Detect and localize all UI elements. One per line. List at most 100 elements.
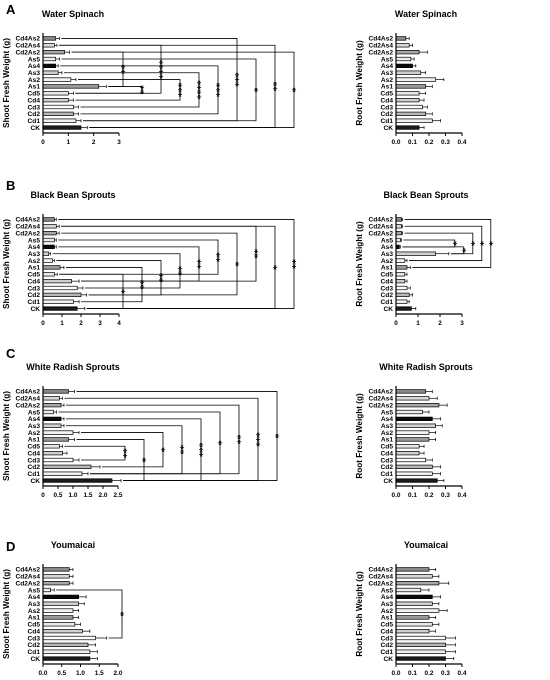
bar	[42, 423, 62, 428]
x-tick-label: 2	[438, 320, 442, 327]
significance-label: *	[218, 440, 228, 445]
significance-label: *	[461, 248, 471, 253]
bar	[395, 98, 420, 103]
bar	[395, 594, 433, 599]
category-label: As3	[381, 423, 393, 430]
category-label: Cd3	[28, 457, 41, 464]
x-tick-label: 0.2	[425, 139, 434, 146]
significance-label: *	[479, 241, 489, 246]
bar	[42, 251, 50, 256]
significance-bracket	[75, 79, 181, 101]
bar	[395, 615, 430, 620]
bar	[395, 581, 440, 586]
bar	[42, 574, 70, 579]
category-label: As4	[28, 416, 40, 423]
category-label: As1	[381, 265, 393, 272]
significance-bracket	[56, 589, 123, 639]
category-label: Cd4As2	[15, 36, 40, 43]
bar	[42, 409, 54, 415]
x-tick-label: 0.4	[458, 670, 467, 677]
chart-title: Youmaicai	[51, 540, 95, 550]
significance-bracket	[404, 219, 492, 268]
category-label: Cd4As2	[368, 36, 393, 43]
category-label: Cd2As2	[15, 49, 40, 56]
category-label: Cd4	[381, 97, 394, 104]
chart-title: Water Spinach	[395, 9, 457, 19]
category-label: Cd4	[381, 278, 394, 285]
category-label: Cd4	[28, 278, 41, 285]
significance-bracket	[71, 51, 124, 87]
category-label: Cd2	[381, 642, 394, 649]
category-label: Cd2As2	[15, 402, 40, 409]
x-tick-label: 1.0	[69, 492, 78, 499]
significance-label: *	[292, 87, 302, 92]
category-label: As4	[381, 63, 393, 70]
bar	[42, 581, 70, 586]
category-label: As1	[381, 437, 393, 444]
category-label: Cd2As4	[15, 574, 40, 581]
category-label: As3	[28, 70, 40, 77]
bar	[42, 478, 113, 483]
category-label: As4	[28, 63, 40, 70]
category-label: Cd5	[381, 444, 394, 451]
x-tick-label: 1	[416, 320, 420, 327]
bar	[395, 389, 427, 394]
category-label: Cd2As4	[368, 224, 393, 231]
category-label: Cd4As2	[15, 217, 40, 224]
bar	[395, 36, 407, 41]
category-label: Cd4	[28, 628, 41, 635]
category-label: As3	[381, 601, 393, 608]
category-label: As2	[28, 77, 40, 84]
category-label: Cd4	[28, 97, 41, 104]
bar	[42, 306, 78, 311]
bar	[42, 50, 65, 55]
y-axis-label: Shoot Fresh Weight (g)	[2, 38, 11, 128]
chart-B-right: Black Bean Sprouts Root Fresh Weight (g) C…	[355, 190, 498, 327]
significance-label: *	[254, 87, 264, 92]
category-label: Cd3	[28, 285, 41, 292]
bar	[395, 423, 436, 428]
category-label: CK	[383, 478, 393, 485]
category-label: Cd5	[381, 622, 394, 629]
category-label: CK	[30, 306, 40, 313]
category-label: As1	[28, 84, 40, 91]
category-label: As4	[381, 244, 393, 251]
category-label: As4	[28, 244, 40, 251]
significance-label: **	[121, 64, 131, 74]
category-label: As5	[28, 237, 40, 244]
bar	[42, 594, 79, 599]
bar	[42, 43, 55, 48]
x-tick-label: 1.5	[95, 670, 104, 677]
bar	[395, 478, 438, 483]
bar	[42, 292, 82, 297]
bar	[395, 587, 422, 593]
category-label: CK	[383, 656, 393, 663]
category-label: As2	[381, 258, 393, 265]
category-label: As3	[28, 251, 40, 258]
chart-title: Water Spinach	[42, 9, 104, 19]
x-tick-label: 0.0	[392, 492, 401, 499]
bar	[42, 635, 96, 641]
significance-bracket	[64, 72, 200, 108]
significance-bracket	[81, 432, 164, 468]
category-label: As1	[381, 84, 393, 91]
x-tick-label: 0.2	[425, 670, 434, 677]
category-label: Cd3	[381, 457, 394, 464]
significance-label: ***	[216, 83, 226, 97]
bar	[395, 574, 433, 579]
bar	[395, 285, 408, 291]
bar	[42, 457, 74, 463]
category-label: Cd3	[381, 285, 394, 292]
category-label: Cd4	[28, 450, 41, 457]
bar	[395, 111, 427, 116]
category-label: Cd1	[28, 649, 41, 656]
x-tick-label: 0.4	[458, 492, 467, 499]
bar	[395, 63, 413, 68]
bar	[42, 396, 60, 401]
chart-title: White Radish Sprouts	[26, 362, 120, 372]
bar	[42, 430, 74, 435]
category-label: Cd4	[381, 628, 394, 635]
bar	[395, 306, 412, 311]
bar	[42, 567, 70, 572]
